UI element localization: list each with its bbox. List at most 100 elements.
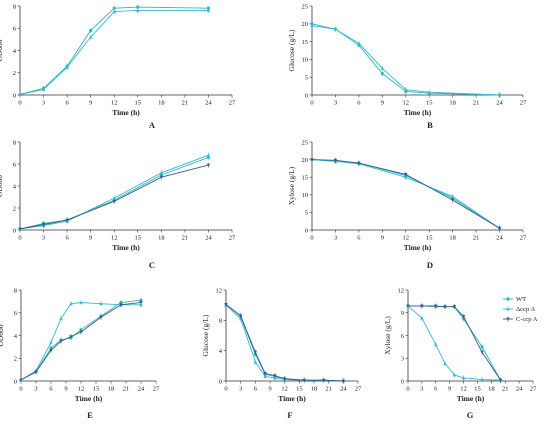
series-line-mutant [19, 154, 209, 230]
series-complement [19, 299, 143, 383]
chart-panel-b: 0 3 6 9 12 15 18 21 24 27 0 5 10 15 20 25 Time (h) Glucos… [287, 3, 527, 130]
x-tick-label: 21 [182, 100, 189, 107]
x-tick-label: 27 [153, 386, 160, 393]
x-tick-label: 18 [158, 100, 165, 107]
y-tick-label: 4 [13, 48, 17, 55]
x-axis-label: Time (h) [112, 108, 140, 117]
panel-label: E [87, 410, 93, 420]
x-tick-label: 18 [108, 386, 115, 393]
x-tick-label: 24 [205, 235, 212, 242]
x-tick-label: 9 [89, 100, 92, 107]
x-tick-label: 3 [42, 235, 45, 242]
series-wt [310, 157, 501, 231]
y-tick-label: 8 [13, 139, 16, 146]
series-mutant [18, 152, 211, 232]
x-tick-label: 0 [19, 386, 22, 393]
series-line-mutant [225, 304, 344, 382]
x-tick-label: 21 [473, 100, 480, 107]
x-axis-label: Time (h) [457, 394, 485, 403]
y-tick-label: 0 [305, 92, 308, 99]
legend-label-mutant: Δccp A [516, 306, 535, 313]
x-axis-label: Time (h) [404, 108, 432, 117]
series-line-mutant [19, 9, 209, 95]
y-axis-label: Glucose (g/L) [287, 29, 296, 71]
x-tick-label: 9 [64, 386, 67, 393]
x-tick-label: 3 [34, 386, 37, 393]
x-tick-label: 9 [381, 235, 384, 242]
y-tick-label: 8 [14, 287, 17, 294]
series-line-mutant [407, 305, 501, 381]
series-line-wt [311, 159, 500, 229]
series-line-complement [19, 164, 209, 230]
y-tick-label: 25 [302, 3, 309, 10]
y-tick-label: 0 [13, 227, 16, 234]
x-axis-label: Time (h) [112, 243, 140, 252]
x-tick-label: 21 [182, 235, 189, 242]
y-tick-label: 4 [14, 333, 18, 340]
legend: WT Δccp A C-ccp A [503, 296, 538, 323]
y-tick-label: 0 [401, 378, 404, 385]
chart-panel-d: 0 3 6 9 12 15 18 21 24 27 0 5 10 15 20 25 Time (h) Xylose… [287, 139, 527, 270]
legend-label-wt: WT [516, 296, 526, 303]
series-complement [406, 303, 503, 383]
y-tick-label: 6 [13, 161, 17, 168]
x-tick-label: 18 [158, 235, 165, 242]
y-tick-label: 0 [219, 378, 222, 385]
series-mutant [406, 303, 503, 383]
x-tick-label: 15 [426, 235, 433, 242]
y-tick-label: 6 [401, 333, 405, 340]
y-tick-label: 15 [302, 39, 309, 46]
x-tick-label: 12 [281, 386, 288, 393]
x-tick-label: 0 [18, 100, 21, 107]
panel-label: A [149, 120, 156, 130]
x-tick-label: 3 [334, 235, 337, 242]
x-tick-label: 6 [49, 386, 53, 393]
x-tick-label: 15 [426, 100, 433, 107]
series-complement [224, 301, 346, 384]
x-tick-label: 21 [325, 386, 332, 393]
panel-label: B [427, 120, 433, 130]
y-tick-label: 9 [401, 310, 404, 317]
x-tick-label: 0 [18, 235, 21, 242]
y-tick-label: 4 [13, 183, 17, 190]
x-tick-label: 6 [65, 100, 69, 107]
y-axis-label: OD600 [0, 175, 4, 197]
series-line-mutant [311, 25, 500, 96]
x-axis-label: Time (h) [75, 394, 103, 403]
y-tick-label: 12 [398, 287, 405, 294]
x-tick-label: 9 [268, 386, 271, 393]
y-tick-label: 8 [219, 318, 222, 325]
y-tick-label: 5 [305, 75, 308, 82]
y-tick-label: 12 [216, 287, 223, 294]
x-tick-label: 12 [460, 386, 467, 393]
x-tick-label: 3 [239, 386, 242, 393]
series-complement [18, 162, 211, 232]
panel-label: C [149, 260, 155, 270]
y-tick-label: 0 [13, 92, 16, 99]
x-tick-label: 15 [93, 386, 100, 393]
x-tick-label: 27 [520, 235, 527, 242]
x-tick-label: 6 [254, 386, 258, 393]
x-tick-label: 9 [381, 100, 384, 107]
series-line-wt [19, 156, 209, 230]
series-wt [18, 154, 210, 232]
x-tick-label: 15 [296, 386, 303, 393]
x-tick-label: 24 [496, 235, 503, 242]
legend-label-complement: C-ccp A [516, 316, 538, 323]
x-tick-label: 9 [89, 235, 92, 242]
series-line-wt [19, 6, 209, 95]
x-tick-label: 12 [78, 386, 85, 393]
series-mutant [224, 302, 346, 384]
x-tick-label: 15 [474, 386, 481, 393]
x-tick-label: 0 [406, 386, 409, 393]
series-mutant [310, 157, 502, 231]
x-tick-label: 15 [135, 100, 142, 107]
x-tick-label: 6 [434, 386, 438, 393]
y-tick-label: 20 [302, 21, 309, 28]
x-tick-label: 6 [357, 100, 361, 107]
y-axis-label: OD600 [0, 39, 4, 61]
